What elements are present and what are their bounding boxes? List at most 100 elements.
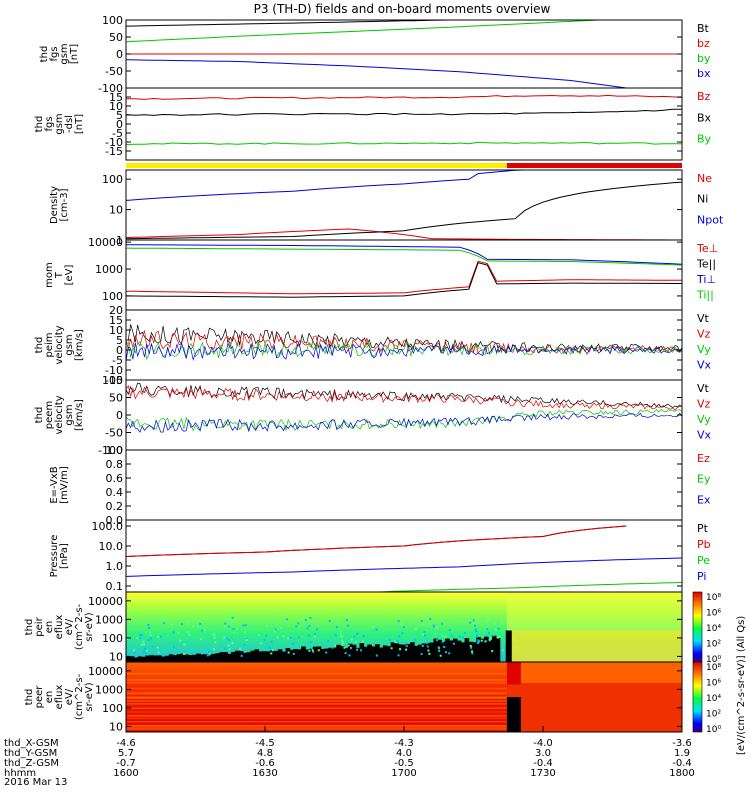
spectrogram-cell — [334, 634, 337, 637]
legend-label-bx: bx — [697, 67, 711, 80]
x-axis-row-label: thd_X-GSM — [4, 738, 59, 749]
spectrogram-cell — [456, 640, 462, 662]
spectrogram-cell — [143, 650, 146, 653]
x-axis-value: -4.6 — [116, 738, 136, 749]
y-axis-label: peir — [34, 616, 45, 636]
ytick-label: 0.2 — [106, 500, 124, 513]
spectrogram-cell — [441, 641, 446, 662]
x-axis-value: 3.0 — [535, 748, 551, 759]
spectrogram-cell — [488, 631, 491, 634]
spectrogram-cell — [341, 642, 344, 645]
spectrogram-cell — [126, 700, 510, 702]
series-line-Ti⊥ — [125, 244, 683, 265]
series-line-bx — [125, 59, 682, 89]
spectrogram-cell — [244, 630, 247, 633]
spectrogram-cell — [295, 625, 298, 628]
spectrogram-cell — [441, 622, 444, 625]
spectrogram-cell — [223, 624, 226, 627]
ytick-label: 0.1 — [106, 580, 124, 593]
spectrogram-cell — [417, 644, 423, 662]
series-line-Vz — [125, 330, 683, 355]
spectrogram-cell — [126, 686, 510, 689]
spectrogram-cell — [359, 643, 365, 662]
ytick-label: 0.4 — [106, 486, 124, 499]
spectrogram-cell — [439, 654, 442, 657]
x-axis-value: 4.8 — [257, 748, 273, 759]
spectrogram-cell — [289, 649, 295, 662]
spectrogram-cell — [469, 644, 472, 647]
y-axis-label: [km/s] — [74, 329, 85, 361]
spectrogram-cell — [287, 651, 290, 654]
legend-label-Vz: Vz — [697, 398, 711, 411]
y-axis-label: gsm — [64, 334, 75, 355]
y-axis-label: gsm — [64, 404, 75, 425]
spectrogram-cell — [201, 629, 204, 632]
legend-label-Vx: Vx — [697, 359, 712, 372]
spectrogram-cell — [340, 635, 343, 638]
spectrogram-cell — [301, 646, 306, 662]
spectrogram-cell — [176, 654, 182, 662]
spectrogram-cell — [126, 696, 510, 699]
ytick-label: 100.0 — [92, 520, 124, 533]
spectrogram-cell — [487, 639, 493, 662]
legend-label-Vt: Vt — [697, 312, 710, 325]
spectrogram-cell — [287, 637, 290, 640]
ytick-label: 10000 — [88, 595, 123, 608]
spectrogram-cell — [484, 640, 487, 643]
spectrogram-cell — [400, 623, 403, 626]
spectrogram-cell — [486, 628, 489, 631]
spectrogram-cell — [141, 633, 144, 636]
y-axis-label: [nT] — [74, 114, 85, 134]
colorbar-tick-label: 10⁸ — [706, 663, 721, 673]
spectrogram-cell — [149, 631, 152, 634]
spectrogram-cell — [305, 649, 310, 662]
spectrogram-cell — [266, 651, 271, 662]
spectrogram-cell — [230, 617, 233, 620]
x-axis-value: -0.6 — [255, 758, 275, 769]
series-line-By — [125, 141, 682, 145]
y-axis-label: velocity — [54, 325, 65, 364]
spectrogram-cell — [396, 640, 399, 643]
spectrogram-cell — [183, 643, 186, 646]
spectrogram-cell — [398, 644, 404, 662]
y-axis-label: [nPa] — [59, 543, 70, 569]
series-line-Vy — [125, 408, 683, 432]
spectrogram-cell — [212, 633, 215, 636]
legend-label-bz: bz — [697, 37, 710, 50]
spectrogram-cell — [309, 617, 312, 620]
spectrogram-cell — [421, 633, 424, 636]
spectrogram-cell — [327, 640, 330, 643]
series-line-Pe — [126, 582, 683, 593]
colorbar-tick-label: 10⁴ — [706, 624, 721, 634]
spectrogram-cell — [143, 647, 146, 650]
y-axis-label: thd — [34, 337, 45, 354]
ytick-label: -100 — [98, 82, 123, 95]
y-axis-label: thd — [34, 407, 45, 424]
y-axis-label: thd — [39, 46, 50, 63]
x-axis-value: -3.6 — [672, 738, 692, 749]
spectrogram-region — [506, 662, 521, 685]
spectrogram-cell — [151, 645, 154, 648]
spectrogram-cell — [393, 640, 396, 643]
x-axis-value: 1700 — [391, 768, 416, 779]
spectrogram-cell — [390, 647, 393, 650]
spectrogram-cell — [270, 652, 273, 655]
x-axis-value: 1800 — [669, 768, 694, 779]
legend-label-Ti||: Ti|| — [696, 289, 714, 302]
spectrogram-cell — [232, 628, 235, 631]
y-axis-label: fgs — [49, 46, 60, 61]
spectrogram-cell — [424, 634, 427, 637]
spectrogram-cell — [145, 630, 148, 633]
spectrogram-cell — [145, 649, 148, 652]
x-axis-value: -0.4 — [533, 758, 553, 769]
spectrogram-cell — [126, 714, 510, 717]
spectrogram-cell — [449, 640, 454, 662]
spectrogram-cell — [126, 716, 510, 718]
ytick-label: 100 — [102, 290, 123, 303]
spectrogram-cell — [324, 648, 330, 662]
series-line-Npot — [125, 169, 682, 201]
ytick-label: -15 — [105, 145, 123, 158]
spectrogram-cell — [227, 638, 230, 641]
spectrogram-cell — [307, 634, 310, 637]
y-axis-label: eV/ — [64, 618, 75, 635]
